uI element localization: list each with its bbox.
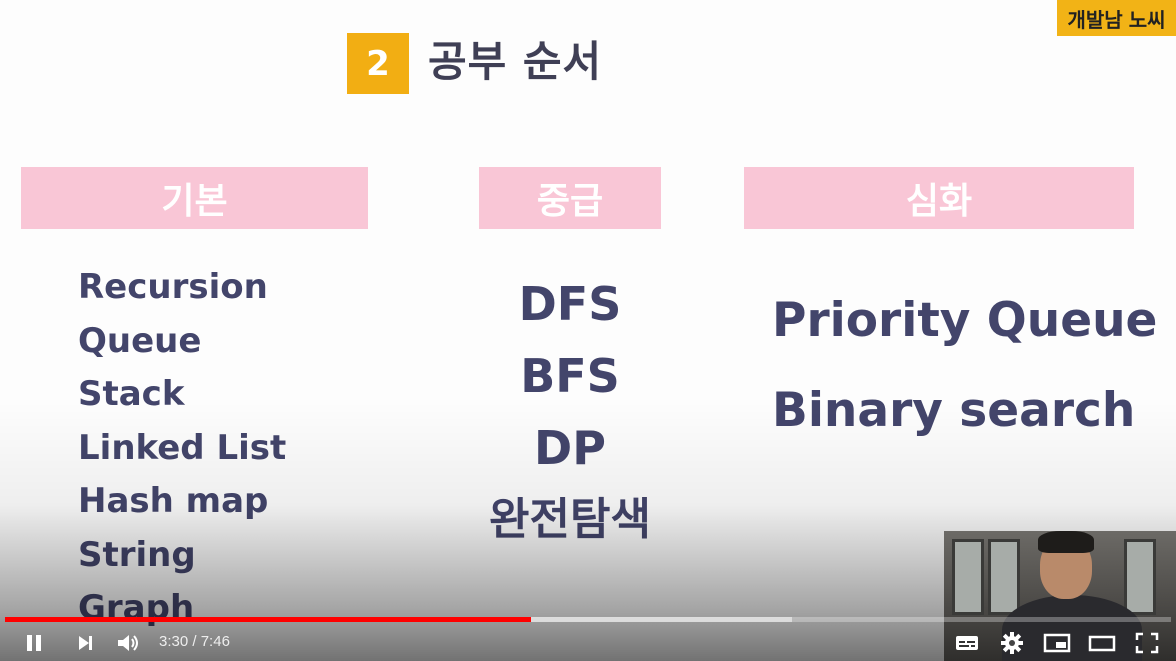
miniplayer-icon	[1043, 632, 1071, 654]
progress-bar[interactable]	[5, 617, 1171, 622]
gear-icon	[1000, 631, 1024, 655]
column-header-basic: 기본	[21, 167, 368, 229]
list-item: DFS	[518, 277, 622, 331]
topic-list-basic: Recursion Queue Stack Linked List Hash m…	[78, 262, 286, 637]
fullscreen-icon	[1135, 632, 1159, 654]
list-item: Linked List	[78, 427, 287, 468]
next-icon	[74, 632, 96, 654]
list-item: BFS	[520, 349, 620, 403]
theater-icon	[1088, 632, 1116, 654]
time-display: 3:30 / 7:46	[159, 633, 230, 650]
duration: 7:46	[200, 633, 230, 650]
list-item: Hash map	[78, 481, 269, 521]
list-item: Binary search	[772, 383, 1136, 438]
play-pause-button[interactable]	[16, 628, 52, 658]
list-item: Recursion	[78, 267, 268, 307]
volume-icon	[116, 632, 142, 654]
channel-watermark: 개발남 노씨	[1057, 0, 1176, 36]
list-item: Queue	[78, 320, 202, 361]
fullscreen-button[interactable]	[1129, 628, 1165, 658]
window-pane	[988, 539, 1020, 615]
column-header-advanced: 심화	[744, 167, 1134, 229]
list-item: DP	[534, 421, 606, 475]
subtitles-button[interactable]	[949, 628, 985, 658]
player-controls: 3:30 / 7:46	[0, 624, 1176, 661]
window-pane	[952, 539, 984, 615]
current-time: 3:30	[159, 633, 189, 650]
list-item: Stack	[78, 374, 185, 414]
played-range	[5, 617, 531, 622]
list-item: String	[78, 534, 196, 575]
volume-button[interactable]	[111, 628, 147, 658]
list-item: Priority Queue	[772, 293, 1158, 348]
next-button[interactable]	[67, 628, 103, 658]
list-item: 완전탐색	[489, 494, 651, 545]
slide-title: 공부 순서	[428, 37, 603, 86]
section-number-badge: 2	[347, 33, 409, 94]
column-header-intermediate: 중급	[479, 167, 661, 229]
topic-list-advanced: Priority Queue Binary search	[772, 290, 1157, 470]
miniplayer-button[interactable]	[1039, 628, 1075, 658]
channel-name-part1: 개발남	[1067, 7, 1123, 32]
presenter-hair	[1038, 531, 1094, 553]
theater-mode-button[interactable]	[1084, 628, 1120, 658]
topic-list-intermediate: DFS BFS DP 완전탐색	[470, 270, 670, 558]
presenter-body	[1002, 595, 1142, 661]
pause-icon	[23, 632, 45, 654]
subtitles-icon	[954, 632, 980, 654]
time-separator: /	[188, 633, 201, 650]
channel-name-part2: 노씨	[1128, 7, 1166, 32]
window-pane	[1124, 539, 1156, 615]
settings-button[interactable]	[994, 628, 1030, 658]
